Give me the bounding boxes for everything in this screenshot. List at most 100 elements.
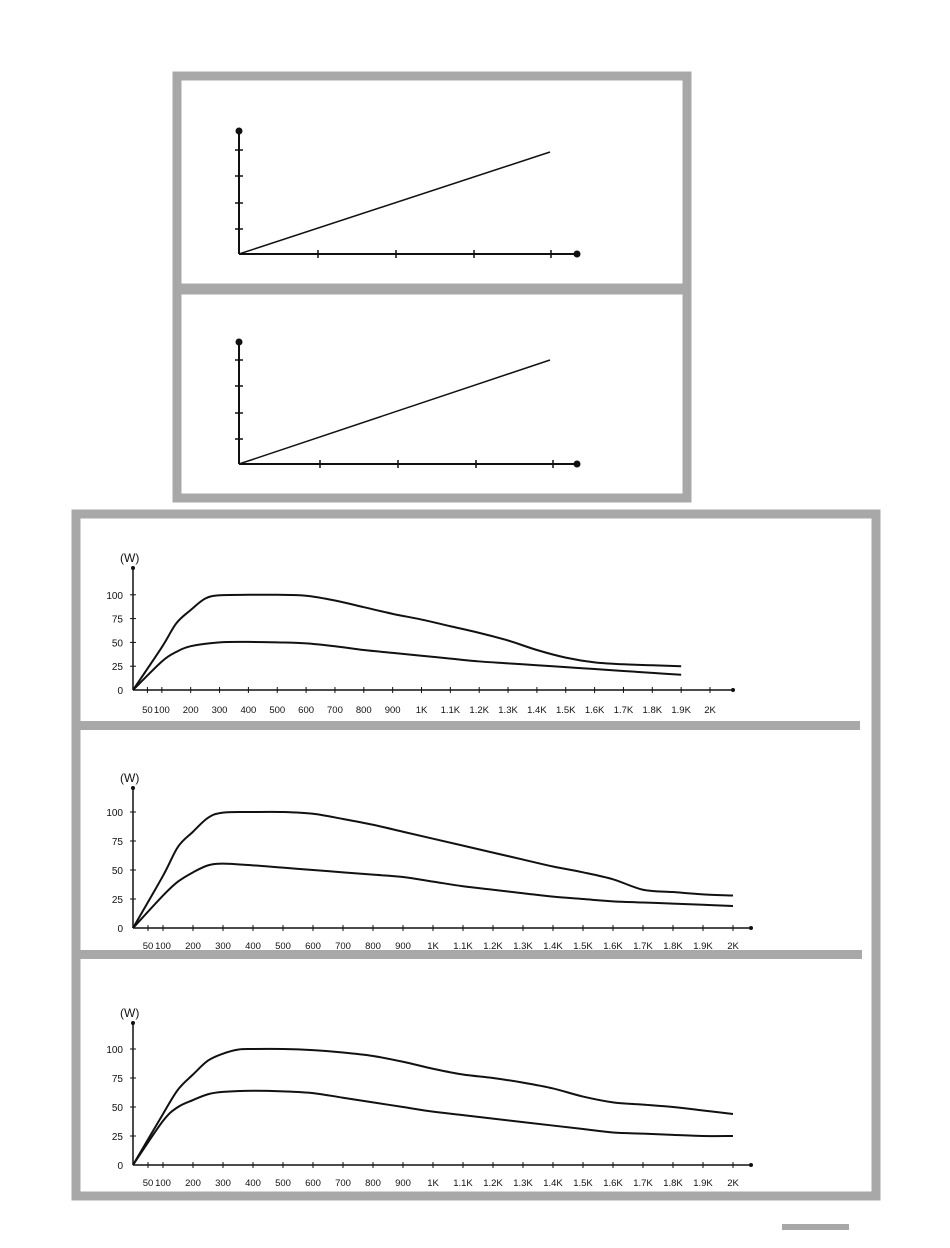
- page-marker-bar: [782, 1224, 849, 1230]
- x-axis-end-dot: [573, 250, 581, 258]
- y-tick-label: 0: [117, 686, 123, 697]
- x-axis-end-dot: [749, 1163, 753, 1167]
- power-chart-outer-border: [71, 509, 881, 1201]
- x-tick-label: 50: [142, 705, 153, 716]
- x-tick-label: 2K: [727, 1178, 739, 1189]
- x-tick-label: 1.6K: [585, 705, 605, 716]
- series-line-upper: [132, 593, 682, 691]
- y-axis-end-dot: [235, 127, 243, 135]
- y-axis-end-dot: [131, 786, 135, 790]
- x-tick-label: 1K: [427, 941, 439, 952]
- x-tick-label: 2K: [727, 941, 739, 952]
- linear-diagram-1: [235, 127, 581, 258]
- x-tick-label: 50: [143, 1178, 154, 1189]
- x-tick-label: 600: [305, 941, 321, 952]
- y-axis-label: (W): [120, 551, 139, 565]
- x-tick-label: 1.3K: [513, 941, 533, 952]
- y-axis-end-dot: [131, 566, 135, 570]
- y-tick-label: 25: [112, 662, 124, 673]
- x-tick-label: 900: [395, 941, 411, 952]
- x-tick-label: 1.7K: [614, 705, 634, 716]
- x-tick-label: 800: [365, 1178, 381, 1189]
- y-tick-label: 75: [112, 615, 124, 626]
- series-line-lower: [132, 1089, 734, 1166]
- x-tick-label: 300: [215, 941, 231, 952]
- x-tick-label: 600: [298, 705, 314, 716]
- x-tick-label: 200: [185, 1178, 201, 1189]
- x-axis-end-dot: [731, 688, 735, 692]
- x-tick-label: 1.3K: [513, 1178, 533, 1189]
- series-line-lower: [132, 640, 682, 691]
- top-diagram-frame: [172, 71, 692, 503]
- x-tick-label: 1.5K: [556, 705, 576, 716]
- x-tick-label: 100: [154, 705, 170, 716]
- series-line-upper: [132, 1047, 734, 1166]
- x-tick-label: 1.1K: [453, 941, 473, 952]
- x-tick-label: 1.8K: [663, 1178, 683, 1189]
- diagonal-line: [238, 151, 551, 255]
- y-tick-label: 0: [117, 924, 123, 935]
- y-tick-label: 100: [106, 591, 123, 602]
- x-tick-label: 1.3K: [498, 705, 518, 716]
- x-tick-label: 900: [385, 705, 401, 716]
- y-tick-label: 75: [112, 1074, 124, 1085]
- x-tick-label: 1K: [416, 705, 428, 716]
- diagonal-line: [238, 359, 551, 465]
- x-tick-label: 900: [395, 1178, 411, 1189]
- x-tick-label: 700: [327, 705, 343, 716]
- series-line-upper: [132, 810, 734, 929]
- x-tick-label: 1.2K: [483, 941, 503, 952]
- x-axis-end-dot: [749, 926, 753, 930]
- y-axis-end-dot: [131, 1021, 135, 1025]
- x-tick-label: 1K: [427, 1178, 439, 1189]
- x-tick-label: 1.8K: [643, 705, 663, 716]
- x-tick-label: 1.6K: [603, 1178, 623, 1189]
- y-tick-label: 50: [112, 1103, 124, 1114]
- x-axis-end-dot: [573, 460, 581, 468]
- y-axis-end-dot: [235, 338, 243, 346]
- y-tick-label: 0: [117, 1161, 123, 1172]
- x-tick-label: 400: [245, 941, 261, 952]
- y-tick-label: 100: [106, 1045, 123, 1056]
- x-tick-label: 700: [335, 941, 351, 952]
- x-tick-label: 1.7K: [633, 941, 653, 952]
- y-tick-label: 75: [112, 837, 124, 848]
- x-tick-label: 300: [212, 705, 228, 716]
- x-tick-label: 100: [155, 941, 171, 952]
- x-tick-label: 300: [215, 1178, 231, 1189]
- x-tick-label: 1.1K: [453, 1178, 473, 1189]
- top-diagram-panel-2: [172, 285, 692, 503]
- x-tick-label: 200: [185, 941, 201, 952]
- x-tick-label: 700: [335, 1178, 351, 1189]
- x-tick-label: 1.8K: [663, 941, 683, 952]
- linear-diagram-2: [235, 338, 581, 468]
- x-tick-label: 500: [275, 1178, 291, 1189]
- top-diagram-panel-1: [172, 71, 692, 293]
- x-tick-label: 800: [356, 705, 372, 716]
- x-tick-label: 200: [183, 705, 199, 716]
- power-chart-frame: [71, 509, 881, 1201]
- series-line-lower: [132, 862, 734, 929]
- power-chart-divider-1: [72, 721, 860, 730]
- x-tick-label: 400: [240, 705, 256, 716]
- x-tick-label: 1.5K: [573, 1178, 593, 1189]
- x-tick-label: 1.2K: [483, 1178, 503, 1189]
- y-tick-label: 25: [112, 1132, 124, 1143]
- x-tick-label: 500: [269, 705, 285, 716]
- x-tick-label: 800: [365, 941, 381, 952]
- x-tick-label: 1.6K: [603, 941, 623, 952]
- x-tick-label: 400: [245, 1178, 261, 1189]
- x-tick-label: 600: [305, 1178, 321, 1189]
- y-tick-label: 100: [106, 808, 123, 819]
- x-tick-label: 100: [155, 1178, 171, 1189]
- power-chart-divider-2: [80, 950, 862, 959]
- y-axis-label: (W): [120, 771, 139, 785]
- y-axis-label: (W): [120, 1006, 139, 1020]
- x-tick-label: 1.4K: [527, 705, 547, 716]
- x-tick-label: 1.7K: [633, 1178, 653, 1189]
- x-tick-label: 1.4K: [543, 1178, 563, 1189]
- x-tick-label: 50: [143, 941, 154, 952]
